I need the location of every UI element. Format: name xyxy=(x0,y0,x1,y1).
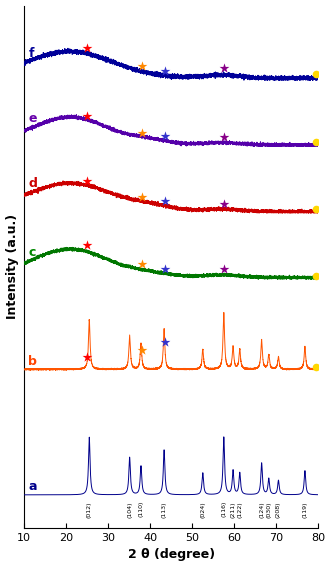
Point xyxy=(162,131,167,140)
Text: (211): (211) xyxy=(231,501,236,518)
Point xyxy=(162,66,167,75)
Point xyxy=(221,64,226,73)
Point xyxy=(139,192,144,201)
Text: a: a xyxy=(28,480,37,493)
Point xyxy=(139,346,144,355)
Point xyxy=(162,264,167,273)
Text: (024): (024) xyxy=(200,501,205,518)
Point xyxy=(84,43,90,52)
Point xyxy=(221,264,226,273)
Text: (122): (122) xyxy=(237,501,242,518)
Point xyxy=(84,241,90,250)
Text: (110): (110) xyxy=(138,501,143,518)
Point xyxy=(139,62,144,71)
Text: (119): (119) xyxy=(303,501,307,518)
Y-axis label: Intensity (a.u.): Intensity (a.u.) xyxy=(6,214,19,319)
Point xyxy=(84,352,90,361)
Point xyxy=(162,337,167,346)
Point xyxy=(314,362,319,371)
Text: e: e xyxy=(28,112,37,125)
Text: b: b xyxy=(28,355,37,368)
Text: (104): (104) xyxy=(127,501,132,518)
Text: c: c xyxy=(28,246,36,259)
Point xyxy=(221,132,226,141)
Point xyxy=(139,260,144,269)
Text: (116): (116) xyxy=(221,501,226,518)
Point xyxy=(314,69,319,78)
Point xyxy=(84,176,90,185)
Text: (124): (124) xyxy=(259,501,264,518)
Point xyxy=(314,205,319,214)
Text: f: f xyxy=(28,47,34,60)
Text: (012): (012) xyxy=(87,501,92,518)
X-axis label: 2 θ (degree): 2 θ (degree) xyxy=(128,548,215,561)
Point xyxy=(162,196,167,205)
Point xyxy=(84,111,90,120)
Point xyxy=(314,138,319,147)
Point xyxy=(221,200,226,209)
Text: (113): (113) xyxy=(162,501,166,518)
Point xyxy=(139,129,144,138)
Point xyxy=(314,271,319,280)
Text: (208): (208) xyxy=(276,501,281,518)
Text: d: d xyxy=(28,177,37,191)
Text: (030): (030) xyxy=(266,501,271,518)
